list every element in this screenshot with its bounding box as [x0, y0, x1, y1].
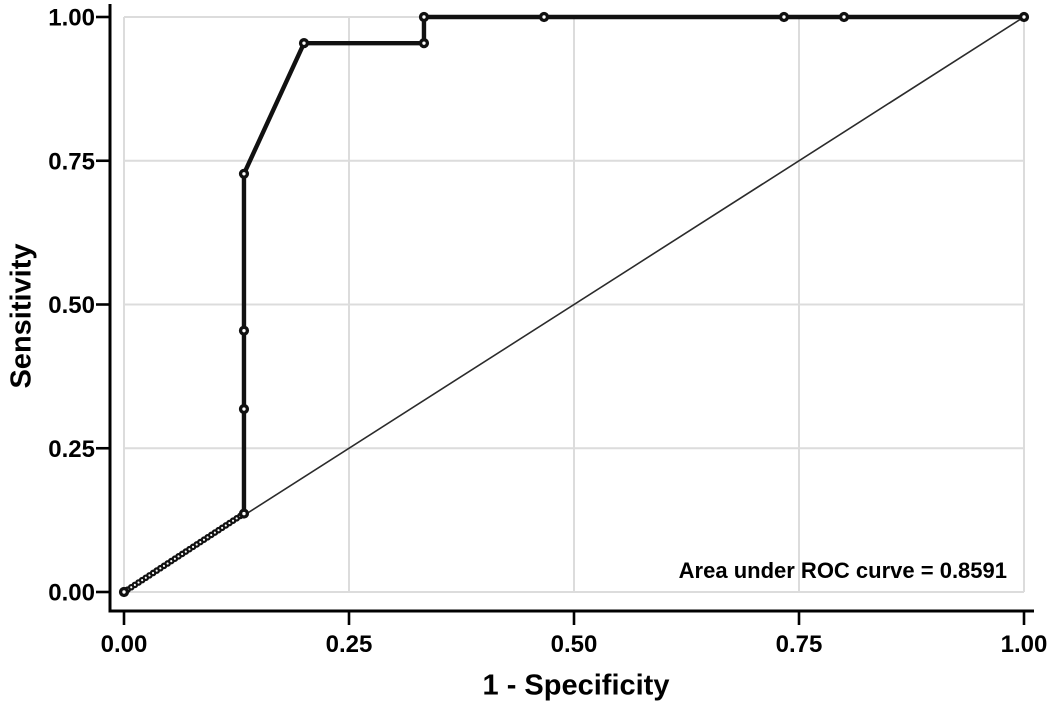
- roc-point-marker: [238, 325, 250, 336]
- roc-point-marker: [1018, 11, 1030, 23]
- axis-spines: [108, 4, 1034, 613]
- roc-point-marker: [298, 38, 310, 49]
- x-tick-label: 0.75: [776, 631, 823, 658]
- y-tick-label: 0.25: [48, 436, 95, 463]
- roc-point-marker: [118, 586, 130, 598]
- auc-annotation: Area under ROC curve = 0.8591: [678, 558, 1007, 583]
- y-tick-label: 0.00: [48, 580, 95, 607]
- roc-curve-line: [121, 14, 1027, 595]
- roc-point-marker: [538, 11, 550, 23]
- roc-point-marker: [778, 11, 790, 23]
- x-axis-title: 1 - Specificity: [482, 669, 670, 702]
- roc-point-marker: [838, 11, 850, 23]
- y-axis-title: Sensitivity: [5, 243, 38, 389]
- reference-line: [123, 16, 1025, 593]
- roc-point-marker: [418, 11, 430, 23]
- x-tick-label: 0.50: [551, 631, 598, 658]
- roc-point-marker: [238, 168, 250, 179]
- y-tick-label: 0.50: [48, 292, 95, 319]
- x-tick-label: 0.00: [101, 631, 148, 658]
- roc-point-marker: [418, 38, 430, 49]
- x-tick-label: 0.25: [326, 631, 373, 658]
- y-tick-label: 0.75: [48, 148, 95, 175]
- roc-point-marker: [238, 403, 250, 415]
- y-tick-label: 1.00: [48, 5, 95, 32]
- roc-point-marker: [238, 508, 250, 519]
- x-tick-label: 1.00: [1001, 631, 1048, 658]
